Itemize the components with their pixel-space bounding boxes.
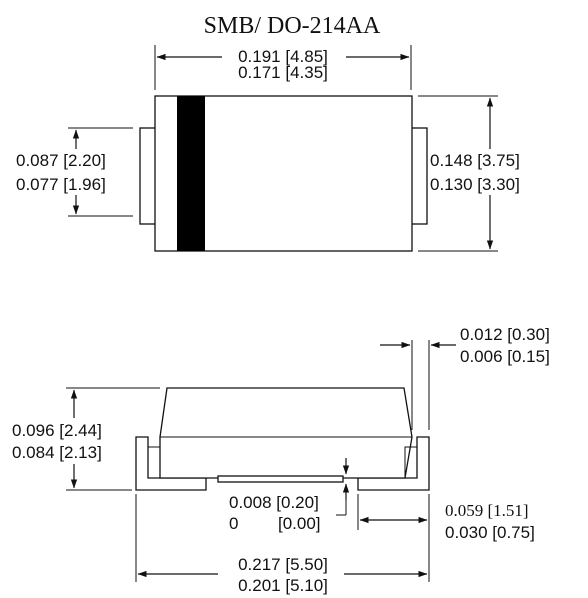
body-length-max-label: 0.191 [4.85] <box>238 47 328 66</box>
overall-length-max-label: 0.217 [5.50] <box>238 555 328 574</box>
standoff-max-label: 0.008 [0.20] <box>229 493 319 512</box>
body-width-min-label: 0.130 [3.30] <box>430 175 520 194</box>
package-title: SMB/ DO-214AA <box>204 13 381 39</box>
side-view-inner-right <box>404 446 418 479</box>
side-view-bottom-tab <box>217 475 344 483</box>
top-view-right-lead <box>410 127 428 225</box>
cathode-band <box>177 96 205 251</box>
lead-width-min-label: 0.077 [1.96] <box>16 175 106 194</box>
side-view-inner-left <box>147 446 161 479</box>
top-view-left-lead <box>139 127 157 225</box>
top-view: 0.191 [4.85] 0.171 [4.35] 0.087 [2.20] 0… <box>14 45 556 252</box>
lead-thickness-max-label: 0.012 [0.30] <box>460 325 550 344</box>
side-view: 0.012 [0.30] 0.006 [0.15] 0.096 [2.44] 0… <box>10 325 550 595</box>
lead-thickness-min-label: 0.006 [0.15] <box>460 347 550 366</box>
side-view-package-body <box>159 387 413 479</box>
body-length-min-label: 0.171 [4.35] <box>238 63 328 82</box>
lead-width-max-label: 0.087 [2.20] <box>16 151 106 170</box>
lead-length-min-label: 0.030 [0.75] <box>445 523 535 542</box>
body-width-max-label: 0.148 [3.75] <box>430 151 520 170</box>
height-max-label: 0.096 [2.44] <box>12 421 102 440</box>
standoff-min-inch-label: 0 <box>229 514 238 533</box>
overall-length-min-label: 0.201 [5.10] <box>238 576 328 595</box>
lead-length-max-label: 0.059 [1.51] <box>445 501 529 520</box>
standoff-min-mm-label: [0.00] <box>278 514 321 533</box>
height-min-label: 0.084 [2.13] <box>12 443 102 462</box>
